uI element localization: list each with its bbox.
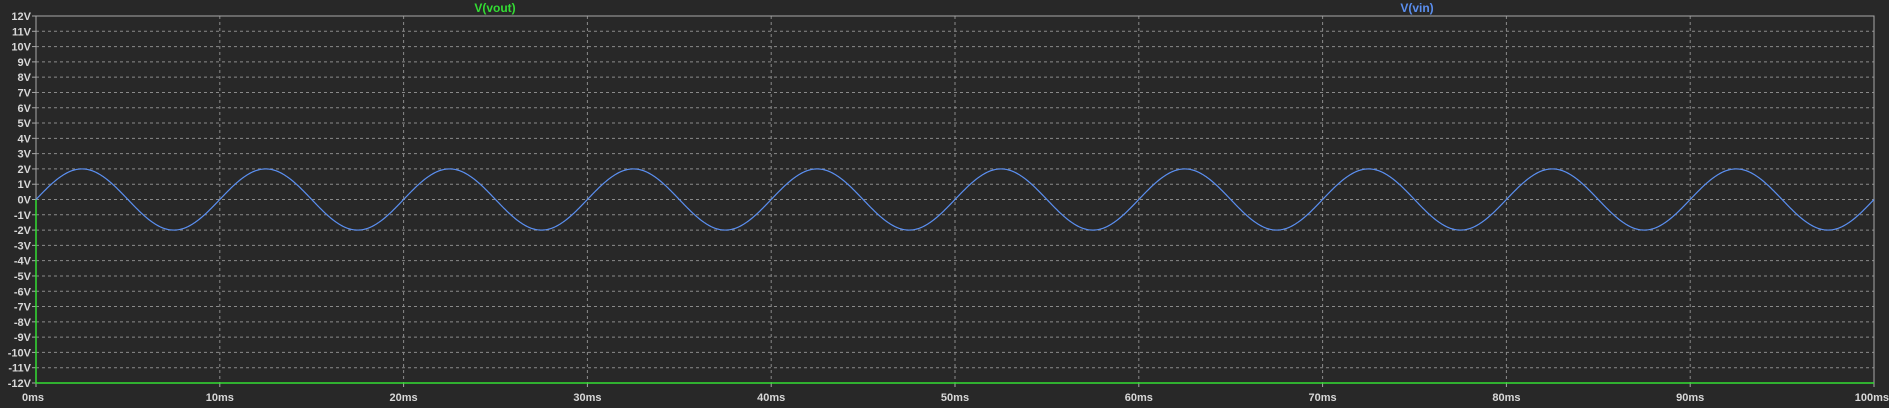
y-tick-label: -5V [14, 271, 32, 283]
y-tick-label: 12V [11, 11, 31, 23]
y-tick-label: 2V [18, 164, 32, 176]
y-tick-label: 10V [11, 42, 31, 54]
x-tick-label: 0ms [22, 392, 44, 404]
x-tick-label: 30ms [573, 392, 601, 404]
y-tick-label: 0V [18, 195, 32, 207]
y-tick-label: 6V [18, 103, 32, 115]
y-tick-label: 4V [18, 133, 32, 145]
y-tick-label: -7V [14, 302, 32, 314]
y-tick-label: -2V [14, 225, 32, 237]
x-axis-ticks: 0ms 10ms 20ms 30ms 40ms 50ms 60ms 70ms 80ms 90ms 1… [22, 383, 1889, 404]
y-tick-label: -6V [14, 286, 32, 298]
x-tick-label: 10ms [206, 392, 234, 404]
y-tick-label: -4V [14, 256, 32, 268]
y-tick-label: 1V [18, 179, 32, 191]
grid-lines [36, 16, 1874, 383]
y-tick-label: -9V [14, 332, 32, 344]
y-axis-ticks: 12V 11V 10V 9V 8V 7V 6V 5V 4V 3V 2V 1V 0V -1V -2V -3V -4… [8, 11, 36, 390]
y-tick-label: 8V [18, 72, 32, 84]
trace-label-vout[interactable]: V(vout) [474, 1, 515, 15]
y-tick-label: 11V [12, 26, 32, 38]
x-tick-label: 80ms [1492, 392, 1520, 404]
traces [35, 168, 1875, 384]
y-tick-label: 9V [18, 57, 32, 69]
series-vout-line [35, 199, 1874, 384]
y-tick-label: -12V [8, 378, 32, 390]
y-tick-label: 7V [18, 87, 32, 99]
x-tick-label: 60ms [1125, 392, 1153, 404]
y-tick-label: -1V [14, 210, 32, 222]
x-tick-label: 100ms [1855, 392, 1889, 404]
y-tick-label: -3V [14, 240, 32, 252]
x-tick-label: 70ms [1309, 392, 1337, 404]
x-tick-label: 90ms [1676, 392, 1704, 404]
trace-label-vin[interactable]: V(vin) [1400, 1, 1433, 15]
x-tick-label: 20ms [390, 392, 418, 404]
y-tick-label: -8V [14, 317, 32, 329]
y-tick-label: -11V [8, 363, 31, 375]
x-tick-label: 50ms [941, 392, 969, 404]
x-tick-label: 40ms [757, 392, 785, 404]
series-vin-line [35, 168, 1875, 231]
y-tick-label: 3V [18, 149, 32, 161]
y-tick-label: 5V [18, 118, 32, 130]
y-tick-label: -10V [8, 347, 32, 359]
